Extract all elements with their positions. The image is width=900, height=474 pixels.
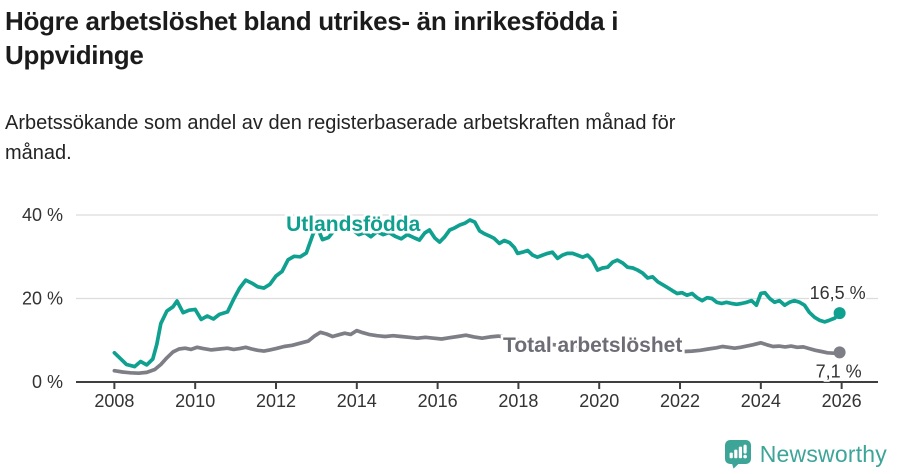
y-axis-tick-label: 0 % <box>32 372 63 392</box>
series-label: Utlandsfödda <box>286 213 420 236</box>
series-line-utlandsf-dda <box>112 218 842 369</box>
bar-chart-speech-bubble-icon <box>724 440 751 469</box>
title-line-1: Högre arbetslöshet bland utrikes- än inr… <box>5 6 619 36</box>
x-axis-tick-label: 2020 <box>579 391 619 411</box>
series-end-dot <box>833 307 846 320</box>
end-value-label: 16,5 % <box>810 283 866 303</box>
x-axis-tick-label: 2022 <box>660 391 700 411</box>
x-axis-tick-label: 2012 <box>256 391 296 411</box>
x-axis-tick-label: 2024 <box>741 391 781 411</box>
series-label: Total arbetslöshet <box>503 334 682 357</box>
y-axis-tick-label: 40 % <box>22 205 63 225</box>
series-end-dot <box>833 346 846 359</box>
title-line-2: Uppvidinge <box>5 40 144 70</box>
end-value-label: 7,1 % <box>816 361 862 381</box>
x-axis-tick-label: 2016 <box>418 391 458 411</box>
brand-name: Newsworthy <box>759 440 887 467</box>
x-axis-tick-label: 2018 <box>498 391 538 411</box>
y-axis-tick-label: 20 % <box>22 289 63 309</box>
page-subtitle: Arbetssökande som andel av den registerb… <box>5 108 865 168</box>
newsworthy-logo: Newsworthy <box>723 439 887 469</box>
subtitle-line-2: månad. <box>5 142 72 164</box>
x-axis-tick-label: 2026 <box>822 391 862 411</box>
x-axis-tick-label: 2008 <box>94 391 134 411</box>
subtitle-line-1: Arbetssökande som andel av den registerb… <box>5 112 676 134</box>
x-axis-tick-label: 2014 <box>337 391 377 411</box>
page-title: Högre arbetslöshet bland utrikes- än inr… <box>5 4 865 72</box>
x-axis-tick-label: 2010 <box>175 391 215 411</box>
line-chart: 0 % 20 % 40 % 2008 2010 2012 2014 2016 2018 2020 2… <box>22 205 878 411</box>
series-line-total-arbetsl-shet <box>112 328 842 376</box>
